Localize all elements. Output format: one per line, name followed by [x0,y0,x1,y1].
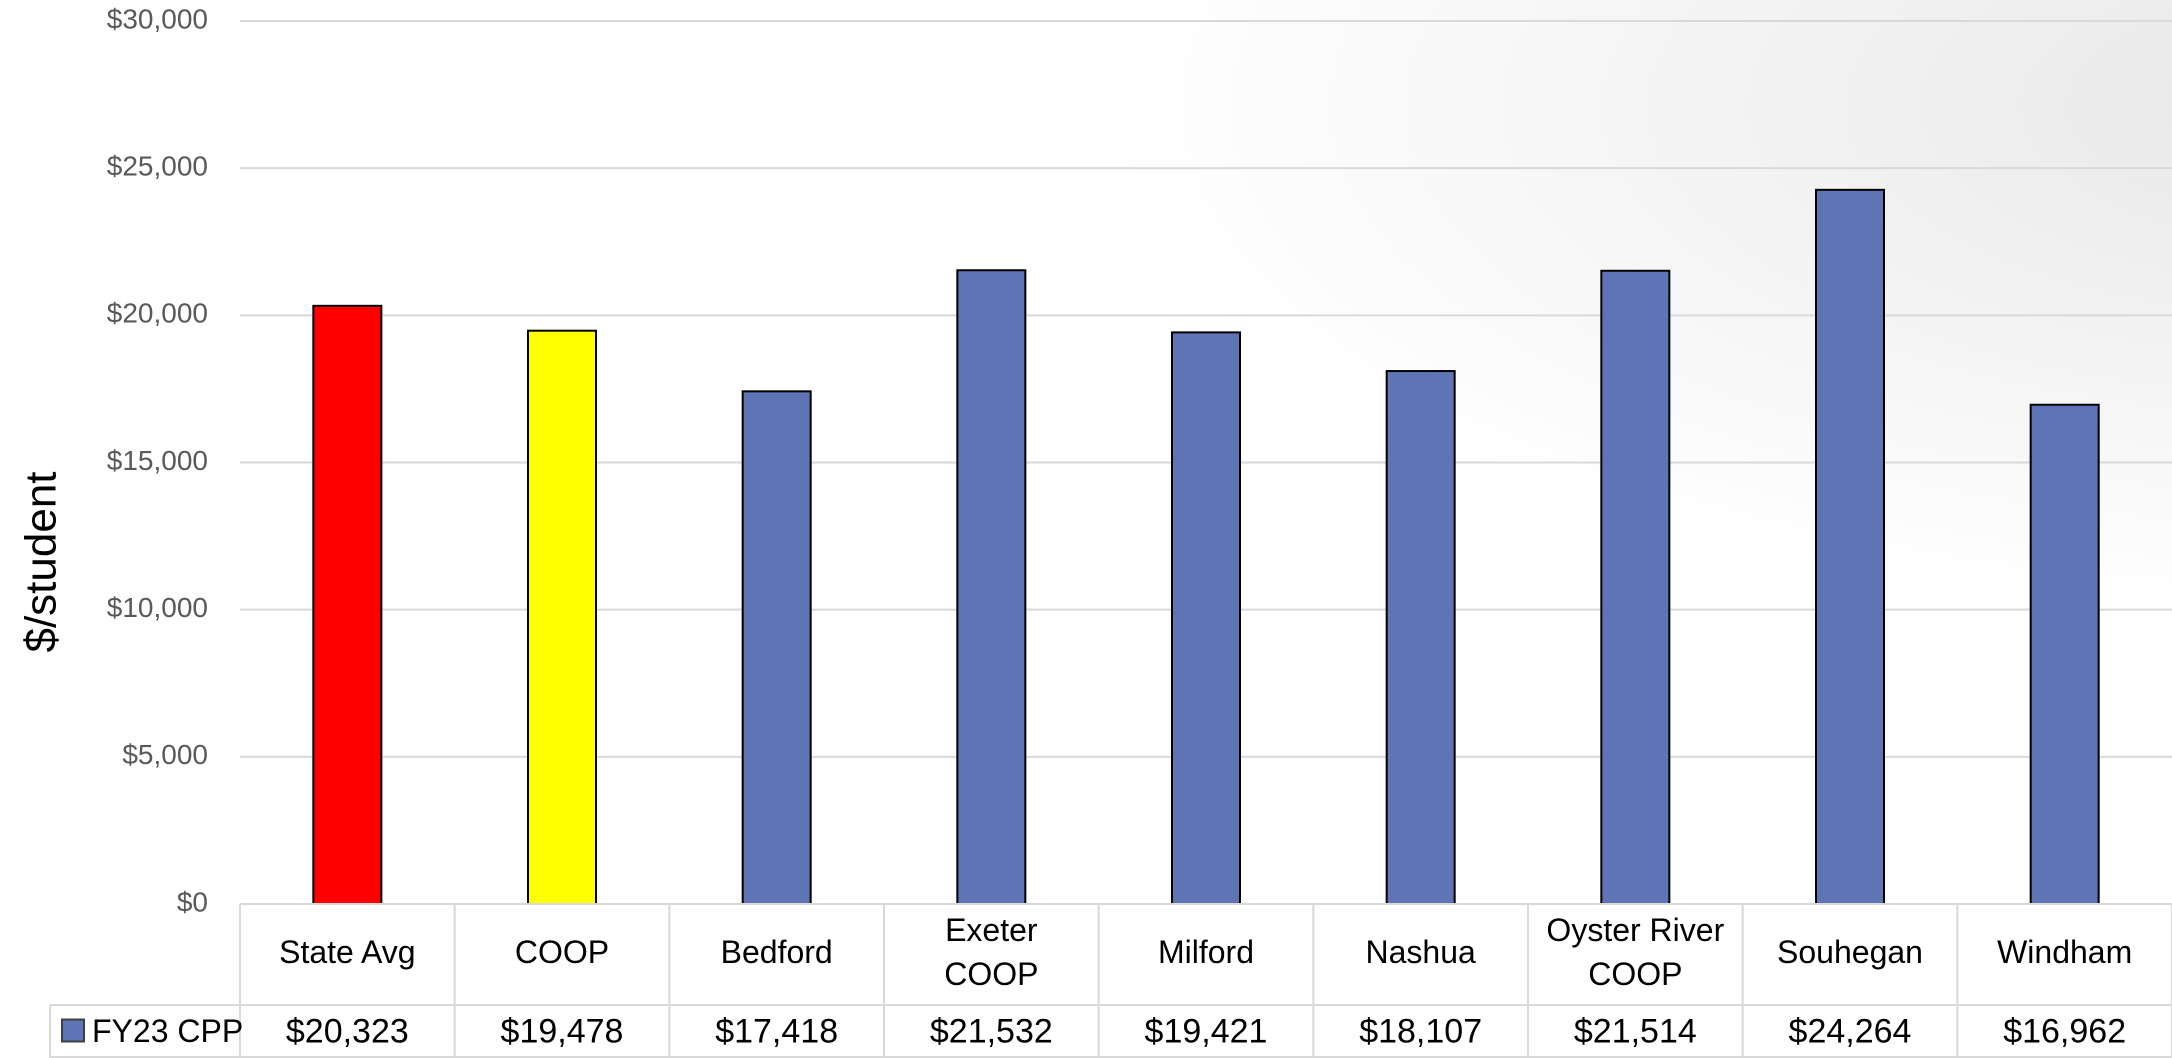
category-label: Souhegan [1777,934,1923,970]
y-tick-label: $10,000 [107,592,208,623]
bar [956,269,1027,905]
data-table-value: $21,532 [930,1012,1053,1050]
bar [527,329,597,906]
y-tick-label: $25,000 [107,151,208,182]
category-label: State Avg [279,934,415,970]
data-table-value: $16,962 [2003,1012,2126,1050]
category-label-line: Oyster River [1546,912,1724,948]
y-tick-label: $20,000 [107,298,208,329]
bars [312,188,2100,906]
category-label: Milford [1158,934,1254,970]
category-label: COOP [515,934,609,970]
bar [2029,403,2100,905]
y-tick-label: $30,000 [107,3,208,34]
y-axis-ticks: $0 $5,000 $10,000 $15,000 $20,000 $25,000 $30,… [107,3,208,917]
data-table-value: $19,478 [501,1012,624,1050]
category-label-line: COOP [515,934,609,970]
data-table-value: $19,421 [1145,1012,1268,1050]
category-label-line: Milford [1158,934,1254,970]
y-tick-label: $0 [177,886,208,917]
data-table-value: $21,514 [1574,1012,1697,1050]
data-table-value: $17,418 [715,1012,838,1050]
y-axis-label: $/student [17,471,66,652]
data-table: State Avg COOP Bedford Exeter COOP Milford Nas… [49,903,2172,1058]
bar [1600,269,1671,906]
category-label: Exeter COOP [944,912,1038,992]
category-label-line: Nashua [1366,934,1477,970]
data-table-value: $24,264 [1789,1012,1912,1050]
y-tick-label: $5,000 [122,739,208,770]
bar [1171,331,1241,905]
category-label-line: COOP [1588,956,1682,992]
category-label-line: Exeter [945,912,1038,948]
category-label-line: COOP [944,956,1038,992]
data-table-value: $18,107 [1359,1012,1482,1050]
category-label: Windham [1997,934,2132,970]
category-label-line: State Avg [279,934,415,970]
category-label-line: Windham [1997,934,2132,970]
bar [1815,188,1885,906]
bar [1385,370,1456,905]
category-label: Nashua [1366,934,1477,970]
legend-swatch [61,1018,85,1043]
category-label: Oyster River COOP [1546,912,1724,992]
category-label-line: Bedford [721,934,833,970]
y-tick-label: $15,000 [107,445,208,476]
category-label: Bedford [721,934,833,970]
bar [741,390,812,905]
category-label-line: Souhegan [1777,934,1923,970]
legend-series-name: FY23 CPP [92,1013,243,1049]
data-table-value: $20,323 [286,1012,409,1050]
bar [312,304,383,905]
